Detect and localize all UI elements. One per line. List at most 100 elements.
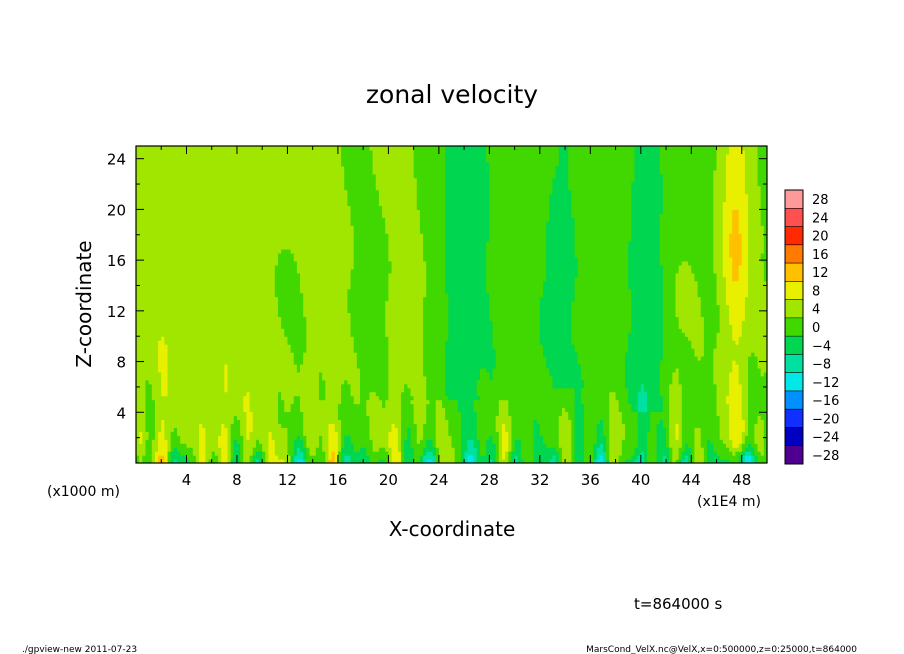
heatmap-cell bbox=[236, 177, 241, 183]
heatmap-cell bbox=[249, 181, 254, 187]
heatmap-cell bbox=[136, 241, 140, 246]
heatmap-cell bbox=[183, 288, 188, 294]
heatmap-cell bbox=[227, 316, 232, 321]
heatmap-cell bbox=[221, 344, 225, 349]
heatmap-cell bbox=[262, 157, 266, 163]
heatmap-cell bbox=[177, 189, 181, 195]
heatmap-cell bbox=[262, 165, 266, 171]
heatmap-cell bbox=[227, 181, 232, 187]
heatmap-cell bbox=[189, 379, 194, 385]
heatmap-cell bbox=[170, 268, 175, 274]
heatmap-cell bbox=[189, 165, 194, 171]
heatmap-cell bbox=[277, 371, 282, 377]
heatmap-cell bbox=[218, 197, 222, 203]
heatmap-cell bbox=[202, 344, 207, 349]
heatmap-cell bbox=[274, 423, 279, 428]
heatmap-cell bbox=[325, 177, 330, 183]
heatmap-cell bbox=[240, 157, 244, 163]
heatmap-cell bbox=[145, 284, 150, 290]
heatmap-cell bbox=[322, 205, 326, 210]
heatmap-cell bbox=[136, 221, 140, 226]
heatmap-cell bbox=[296, 229, 301, 234]
heatmap-cell bbox=[199, 316, 203, 321]
heatmap-cell bbox=[195, 332, 200, 337]
heatmap-cell bbox=[290, 193, 295, 199]
heatmap-cell bbox=[224, 169, 229, 175]
heatmap-cell bbox=[300, 308, 304, 314]
heatmap-cell bbox=[199, 328, 203, 333]
heatmap-cell bbox=[161, 233, 165, 238]
heatmap-cell bbox=[158, 356, 162, 361]
heatmap-cell bbox=[306, 221, 311, 226]
heatmap-cell bbox=[331, 427, 336, 432]
heatmap-cell bbox=[189, 367, 194, 373]
heatmap-cell bbox=[183, 363, 188, 369]
heatmap-cell bbox=[246, 225, 251, 230]
heatmap-cell bbox=[255, 296, 260, 302]
heatmap-cell bbox=[246, 149, 251, 155]
heatmap-cell bbox=[328, 264, 333, 270]
heatmap-cell bbox=[202, 197, 207, 203]
heatmap-cell bbox=[199, 399, 203, 405]
heatmap-cell bbox=[230, 439, 235, 444]
heatmap-cell bbox=[214, 292, 219, 298]
heatmap-cell bbox=[284, 146, 289, 151]
heatmap-cell bbox=[142, 213, 147, 218]
heatmap-cell bbox=[170, 280, 175, 286]
heatmap-cell bbox=[259, 383, 263, 389]
heatmap-cell bbox=[195, 439, 200, 444]
heatmap-cell bbox=[192, 403, 197, 409]
heatmap-cell bbox=[186, 367, 191, 373]
heatmap-cell bbox=[325, 359, 330, 365]
heatmap-cell bbox=[214, 328, 219, 333]
heatmap-cell bbox=[322, 284, 326, 290]
heatmap-cell bbox=[227, 149, 232, 155]
heatmap-cell bbox=[233, 352, 238, 357]
heatmap-cell bbox=[322, 344, 326, 349]
heatmap-cell bbox=[236, 276, 241, 282]
heatmap-cell bbox=[277, 157, 282, 163]
heatmap-cell bbox=[227, 332, 232, 337]
heatmap-cell bbox=[154, 304, 159, 310]
heatmap-cell bbox=[236, 296, 241, 302]
heatmap-cell bbox=[290, 197, 295, 203]
heatmap-cell bbox=[328, 395, 333, 401]
heatmap-cell bbox=[230, 395, 235, 401]
heatmap-cell bbox=[312, 256, 317, 262]
heatmap-cell bbox=[240, 419, 244, 424]
heatmap-cell bbox=[145, 249, 150, 254]
heatmap-cell bbox=[227, 189, 232, 195]
heatmap-cell bbox=[151, 229, 156, 234]
heatmap-cell bbox=[268, 340, 273, 345]
heatmap-cell bbox=[318, 181, 323, 187]
heatmap-cell bbox=[325, 272, 330, 278]
heatmap-cell bbox=[300, 197, 304, 203]
heatmap-cell bbox=[221, 157, 225, 163]
heatmap-cell bbox=[205, 367, 210, 373]
heatmap-cell bbox=[287, 383, 292, 389]
heatmap-cell bbox=[177, 260, 181, 266]
heatmap-cell bbox=[325, 308, 330, 314]
heatmap-cell bbox=[328, 427, 333, 432]
heatmap-cell bbox=[186, 459, 191, 463]
heatmap-cell bbox=[271, 149, 276, 155]
heatmap-cell bbox=[318, 268, 323, 274]
heatmap-cell bbox=[265, 252, 270, 258]
heatmap-cell bbox=[139, 415, 143, 421]
heatmap-cell bbox=[233, 237, 238, 242]
heatmap-cell bbox=[259, 173, 263, 179]
heatmap-cell bbox=[180, 352, 184, 357]
heatmap-cell bbox=[195, 423, 200, 428]
heatmap-cell bbox=[224, 264, 229, 270]
heatmap-cell bbox=[284, 225, 289, 230]
heatmap-cell bbox=[328, 177, 333, 183]
heatmap-cell bbox=[325, 387, 330, 393]
heatmap-cell bbox=[296, 197, 301, 203]
heatmap-cell bbox=[303, 371, 307, 377]
heatmap-cell bbox=[252, 328, 257, 333]
heatmap-cell bbox=[161, 213, 165, 218]
heatmap-cell bbox=[255, 304, 260, 310]
heatmap-cell bbox=[274, 308, 279, 314]
heatmap-cell bbox=[259, 407, 263, 413]
heatmap-cell bbox=[221, 268, 225, 274]
